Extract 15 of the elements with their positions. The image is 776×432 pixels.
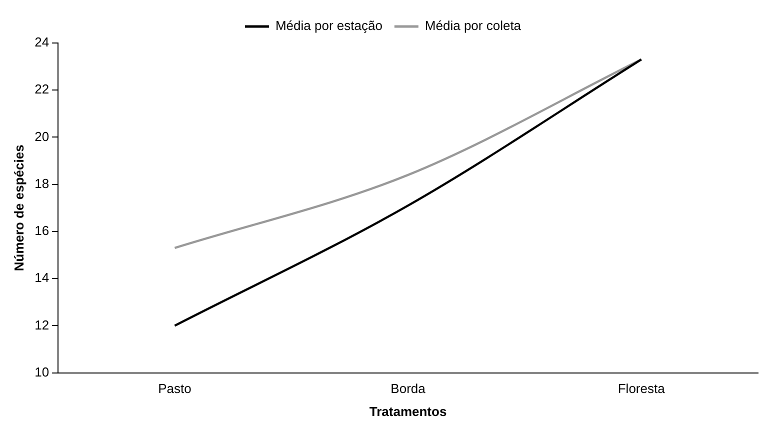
y-tick-label: 24 [34,34,50,50]
y-axis-title: Número de espécies [11,144,26,272]
legend-label: Média por estação [275,18,382,34]
x-tick-label: Floresta [618,381,666,396]
y-tick-label: 12 [34,317,50,332]
y-tick-label: 18 [34,176,50,191]
x-tick-label: Borda [390,381,426,396]
y-tick-label: 16 [34,223,50,238]
x-axis-title: Tratamentos [369,404,447,419]
y-tick-label: 10 [34,364,50,380]
y-tick-label: 22 [34,82,50,97]
y-tick-label: 14 [34,270,50,286]
x-tick-label: Pasto [158,381,192,396]
legend-label: Média por coleta [424,18,522,34]
y-tick-label: 20 [34,128,50,144]
